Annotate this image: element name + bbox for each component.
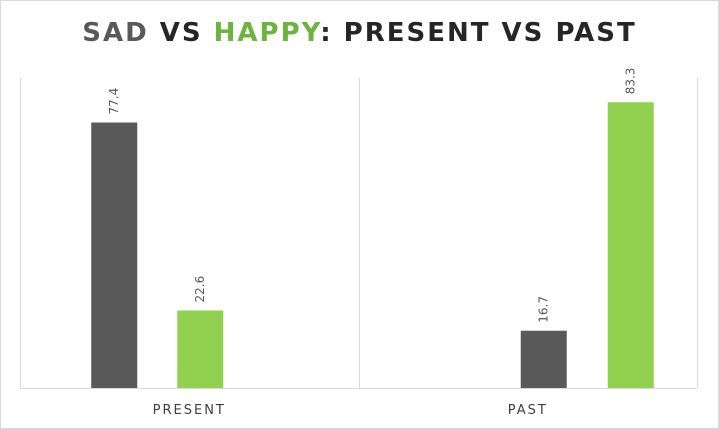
data-label-happy-present: 22.6: [193, 276, 207, 303]
title-present-vs-past: : PRESENT VS PAST: [320, 18, 637, 48]
title-happy: HAPPY: [213, 18, 321, 48]
data-label-sad-present: 77.4: [107, 88, 121, 115]
bar-happy-present: [177, 310, 224, 388]
title-sad: SAD: [82, 18, 149, 48]
data-label-happy-past: 83.3: [624, 68, 638, 95]
bar-sad-past: [520, 330, 567, 388]
data-labels: 77.4 22.6 16.7 83.3: [107, 68, 638, 323]
plot-lines: [20, 78, 698, 389]
bar-happy-past: [607, 102, 654, 388]
category-label-present: PRESENT: [153, 403, 226, 418]
bar-sad-present: [91, 122, 138, 388]
chart-title: SAD VS HAPPY: PRESENT VS PAST: [0, 18, 719, 48]
category-labels: PRESENT PAST: [153, 403, 548, 418]
bars: [91, 102, 654, 388]
category-label-past: PAST: [508, 403, 548, 418]
title-vs: VS: [148, 18, 214, 48]
data-label-sad-past: 16.7: [537, 296, 551, 323]
